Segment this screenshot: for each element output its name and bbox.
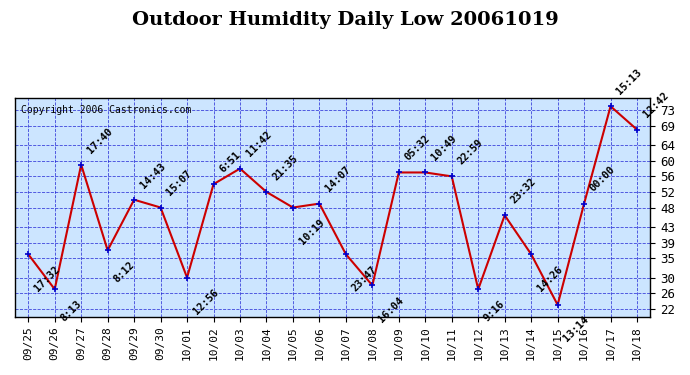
Text: Copyright 2006 Castronics.com: Copyright 2006 Castronics.com bbox=[21, 105, 192, 115]
Text: 14:43: 14:43 bbox=[138, 161, 167, 190]
Text: 13:14: 13:14 bbox=[562, 315, 591, 344]
Text: 23:32: 23:32 bbox=[509, 176, 538, 206]
Text: 17:32: 17:32 bbox=[32, 264, 61, 293]
Text: 6:51: 6:51 bbox=[217, 150, 242, 174]
Text: 12:42: 12:42 bbox=[641, 91, 670, 120]
Text: 00:00: 00:00 bbox=[588, 165, 618, 194]
Text: 15:13: 15:13 bbox=[615, 68, 644, 96]
Text: 10:19: 10:19 bbox=[297, 217, 326, 246]
Text: 16:04: 16:04 bbox=[376, 295, 406, 324]
Text: 23:47: 23:47 bbox=[350, 264, 379, 293]
Text: 12:56: 12:56 bbox=[191, 287, 220, 316]
Text: 14:26: 14:26 bbox=[535, 264, 564, 293]
Text: 8:12: 8:12 bbox=[112, 260, 137, 285]
Text: 8:13: 8:13 bbox=[59, 299, 83, 324]
Text: 21:35: 21:35 bbox=[270, 153, 299, 182]
Text: 9:16: 9:16 bbox=[482, 299, 507, 324]
Text: 10:49: 10:49 bbox=[429, 134, 458, 163]
Text: 22:59: 22:59 bbox=[455, 138, 485, 166]
Text: 15:07: 15:07 bbox=[164, 169, 194, 198]
Text: 14:07: 14:07 bbox=[324, 165, 353, 194]
Text: 11:42: 11:42 bbox=[244, 130, 273, 159]
Text: 05:32: 05:32 bbox=[403, 134, 432, 163]
Text: Outdoor Humidity Daily Low 20061019: Outdoor Humidity Daily Low 20061019 bbox=[132, 11, 558, 29]
Text: 17:40: 17:40 bbox=[85, 126, 115, 155]
